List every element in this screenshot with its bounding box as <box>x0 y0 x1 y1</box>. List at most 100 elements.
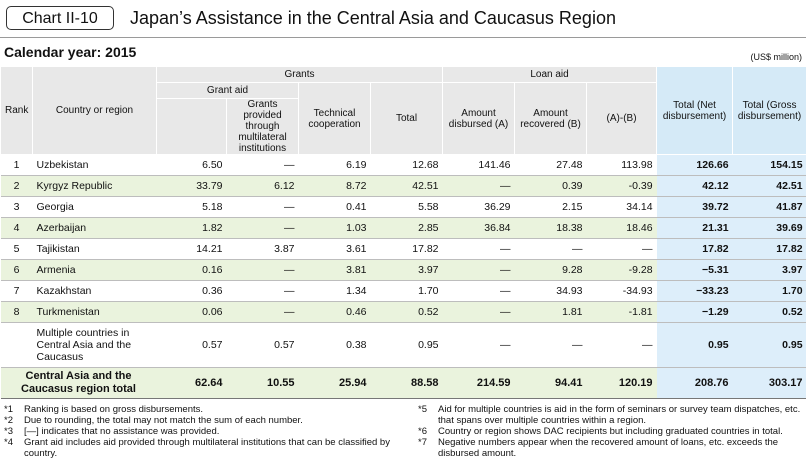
footnote-key: *3 <box>4 426 13 437</box>
cell-tech: 1.03 <box>298 217 371 239</box>
cell-gross: 303.17 <box>732 367 806 399</box>
footnote-text: Country or region shows DAC recipients b… <box>438 426 783 437</box>
footnotes-left: *1 Ranking is based on gross disbursement… <box>4 404 394 459</box>
cell-grant: 14.21 <box>156 238 227 260</box>
col-disbursed: Amount disbursed (A) <box>442 82 516 155</box>
cell-multi: 0.57 <box>226 322 299 368</box>
cell-tech: 3.61 <box>298 238 371 260</box>
cell-gross: 17.82 <box>732 238 806 260</box>
cell-tech: 3.81 <box>298 259 371 281</box>
footnote-text: Negative numbers appear when the recover… <box>438 437 779 459</box>
cell-net: 42.12 <box>656 175 733 197</box>
cell-ab: -9.28 <box>586 259 657 281</box>
cell-country: Kazakhstan <box>32 280 157 302</box>
col-grant-aid: Grant aid <box>156 82 299 99</box>
cell-grant: 5.18 <box>156 196 227 218</box>
cell-multi: — <box>226 217 299 239</box>
cell-disb: — <box>442 280 515 302</box>
cell-country: Georgia <box>32 196 157 218</box>
cell-grant: 33.79 <box>156 175 227 197</box>
cell-total: 42.51 <box>370 175 443 197</box>
cell-recov: 2.15 <box>514 196 587 218</box>
col-a-minus-b: (A)-(B) <box>586 82 658 155</box>
cell-country: Tajikistan <box>32 238 157 260</box>
cell-gross: 41.87 <box>732 196 806 218</box>
cell-recov: 34.93 <box>514 280 587 302</box>
cell-recov: 94.41 <box>514 367 587 399</box>
cell-recov: — <box>514 238 587 260</box>
col-grants: Grants <box>155 66 444 83</box>
cell-total: 0.52 <box>370 301 443 323</box>
col-total-gross: Total (Gross disbursement) <box>732 66 806 155</box>
cell-ab: -0.39 <box>586 175 657 197</box>
table-row: 7 Kazakhstan 0.36—1.34 1.70—34.93 -34.93 −33.… <box>0 280 806 302</box>
cell-country: Uzbekistan <box>32 154 157 176</box>
cell-gross: 42.51 <box>732 175 806 197</box>
cell-total: 1.70 <box>370 280 443 302</box>
cell-total-label: Central Asia and the Caucasus region tot… <box>0 367 157 399</box>
cell-disb: 141.46 <box>442 154 515 176</box>
cell-net: 208.76 <box>656 367 733 399</box>
footnote-text: Grant aid includes aid provided through … <box>24 437 390 459</box>
cell-tech: 25.94 <box>298 367 371 399</box>
cell-country: Azerbaijan <box>32 217 157 239</box>
header-divider <box>0 37 806 38</box>
cell-tech: 1.34 <box>298 280 371 302</box>
cell-country: Multiple countries in Central Asia and t… <box>32 322 157 368</box>
cell-grant: 6.50 <box>156 154 227 176</box>
cell-gross: 3.97 <box>732 259 806 281</box>
cell-recov: 27.48 <box>514 154 587 176</box>
footnote-text: Ranking is based on gross disbursements. <box>24 404 204 415</box>
cell-net: −33.23 <box>656 280 733 302</box>
cell-recov: 1.81 <box>514 301 587 323</box>
cell-gross: 1.70 <box>732 280 806 302</box>
footnotes-right: *5 Aid for multiple countries is aid in t… <box>418 404 804 459</box>
assistance-table: Rank Country or region Grants Loan aid T… <box>0 66 806 399</box>
cell-recov: 0.39 <box>514 175 587 197</box>
footnote: *2 Due to rounding, the total may not mat… <box>4 415 394 426</box>
cell-ab: 113.98 <box>586 154 657 176</box>
cell-recov: — <box>514 322 587 368</box>
cell-total: 17.82 <box>370 238 443 260</box>
footnote-text: Aid for multiple countries is aid in the… <box>438 404 801 426</box>
cell-net: 126.66 <box>656 154 733 176</box>
footnote-key: *2 <box>4 415 13 426</box>
table-row: 1 Uzbekistan 6.50—6.19 12.68 141.46 27.48 113.… <box>0 154 806 176</box>
cell-disb: — <box>442 301 515 323</box>
footnote-text: Due to rounding, the total may not match… <box>24 415 303 426</box>
cell-ab: 34.14 <box>586 196 657 218</box>
cell-tech: 8.72 <box>298 175 371 197</box>
cell-tech: 0.46 <box>298 301 371 323</box>
cell-grant: 1.82 <box>156 217 227 239</box>
cell-disb: 36.29 <box>442 196 515 218</box>
footnote: *4 Grant aid includes aid provided throug… <box>4 437 394 459</box>
cell-tech: 6.19 <box>298 154 371 176</box>
header: Chart II-10 Japan’s Assistance in the Ce… <box>0 0 806 40</box>
table-row: Multiple countries in Central Asia and t… <box>0 322 806 368</box>
cell-rank: 4 <box>0 217 33 239</box>
cell-total: 88.58 <box>370 367 443 399</box>
cell-disb: — <box>442 175 515 197</box>
table-row: 3 Georgia 5.18—0.41 5.58 36.29 2.15 34.14 39.72… <box>0 196 806 218</box>
cell-ab: 18.46 <box>586 217 657 239</box>
cell-country: Turkmenistan <box>32 301 157 323</box>
footnote: *6 Country or region shows DAC recipients… <box>418 426 804 437</box>
cell-rank <box>0 322 33 368</box>
cell-disb: — <box>442 259 515 281</box>
col-country: Country or region <box>32 66 157 155</box>
cell-ab: 120.19 <box>586 367 657 399</box>
cell-grant: 62.64 <box>156 367 227 399</box>
cell-multi: — <box>226 154 299 176</box>
cell-rank: 5 <box>0 238 33 260</box>
cell-rank: 3 <box>0 196 33 218</box>
col-total-net: Total (Net disbursement) <box>656 66 734 155</box>
footnote-key: *1 <box>4 404 13 415</box>
footnote: *7 Negative numbers appear when the recov… <box>418 437 804 459</box>
col-grant-aid-sub <box>156 98 227 155</box>
cell-total: 2.85 <box>370 217 443 239</box>
cell-net: −1.29 <box>656 301 733 323</box>
cell-recov: 18.38 <box>514 217 587 239</box>
col-grants-multilateral: Grants provided through multilateral ins… <box>226 98 299 155</box>
col-total: Total <box>369 82 444 155</box>
table-row: 6 Armenia 0.16—3.81 3.97—9.28 -9.28 −5.31 3.97 <box>0 259 806 281</box>
